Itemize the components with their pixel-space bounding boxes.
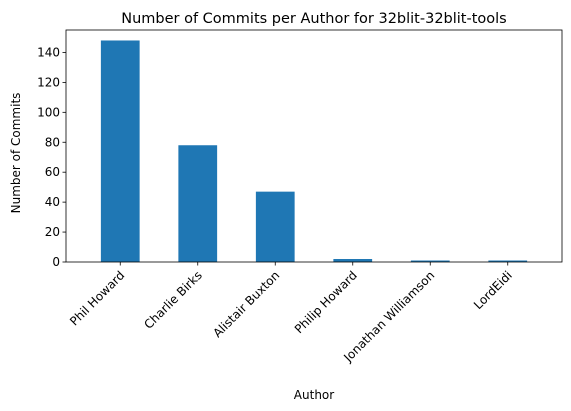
y-tick-label-6: 120 <box>37 75 60 89</box>
x-tick-label-2: Alistair Buxton <box>210 268 282 340</box>
y-axis: 0 20 40 60 80 100 120 140 <box>37 45 66 269</box>
bar-5 <box>488 260 528 262</box>
x-tick-label-5: LordEidi <box>471 268 515 312</box>
bar-4 <box>410 260 450 262</box>
bar-3 <box>333 259 373 262</box>
y-tick-label-3: 60 <box>45 165 60 179</box>
plot-frame <box>65 29 563 263</box>
x-tick-label-3: Philip Howard <box>292 268 360 336</box>
y-axis-label: Number of Commits <box>9 93 23 214</box>
x-axis-label: Author <box>294 388 334 402</box>
y-tick-label-2: 40 <box>45 195 60 209</box>
bar-2 <box>255 191 295 262</box>
x-axis: Phil Howard Charlie Birks Alistair Buxton P… <box>67 262 515 365</box>
y-tick-label-5: 100 <box>37 105 60 119</box>
x-tick-label-1: Charlie Birks <box>141 268 205 332</box>
y-tick-label-1: 20 <box>45 225 60 239</box>
y-tick-label-7: 140 <box>37 45 60 59</box>
y-tick-label-4: 80 <box>45 135 60 149</box>
y-tick-label-0: 0 <box>52 255 60 269</box>
bar-0 <box>100 40 140 263</box>
plot-area <box>65 29 563 263</box>
x-tick-label-0: Phil Howard <box>67 268 127 328</box>
bar-1 <box>178 145 218 262</box>
chart-title: Number of Commits per Author for 32blit-… <box>121 11 507 27</box>
